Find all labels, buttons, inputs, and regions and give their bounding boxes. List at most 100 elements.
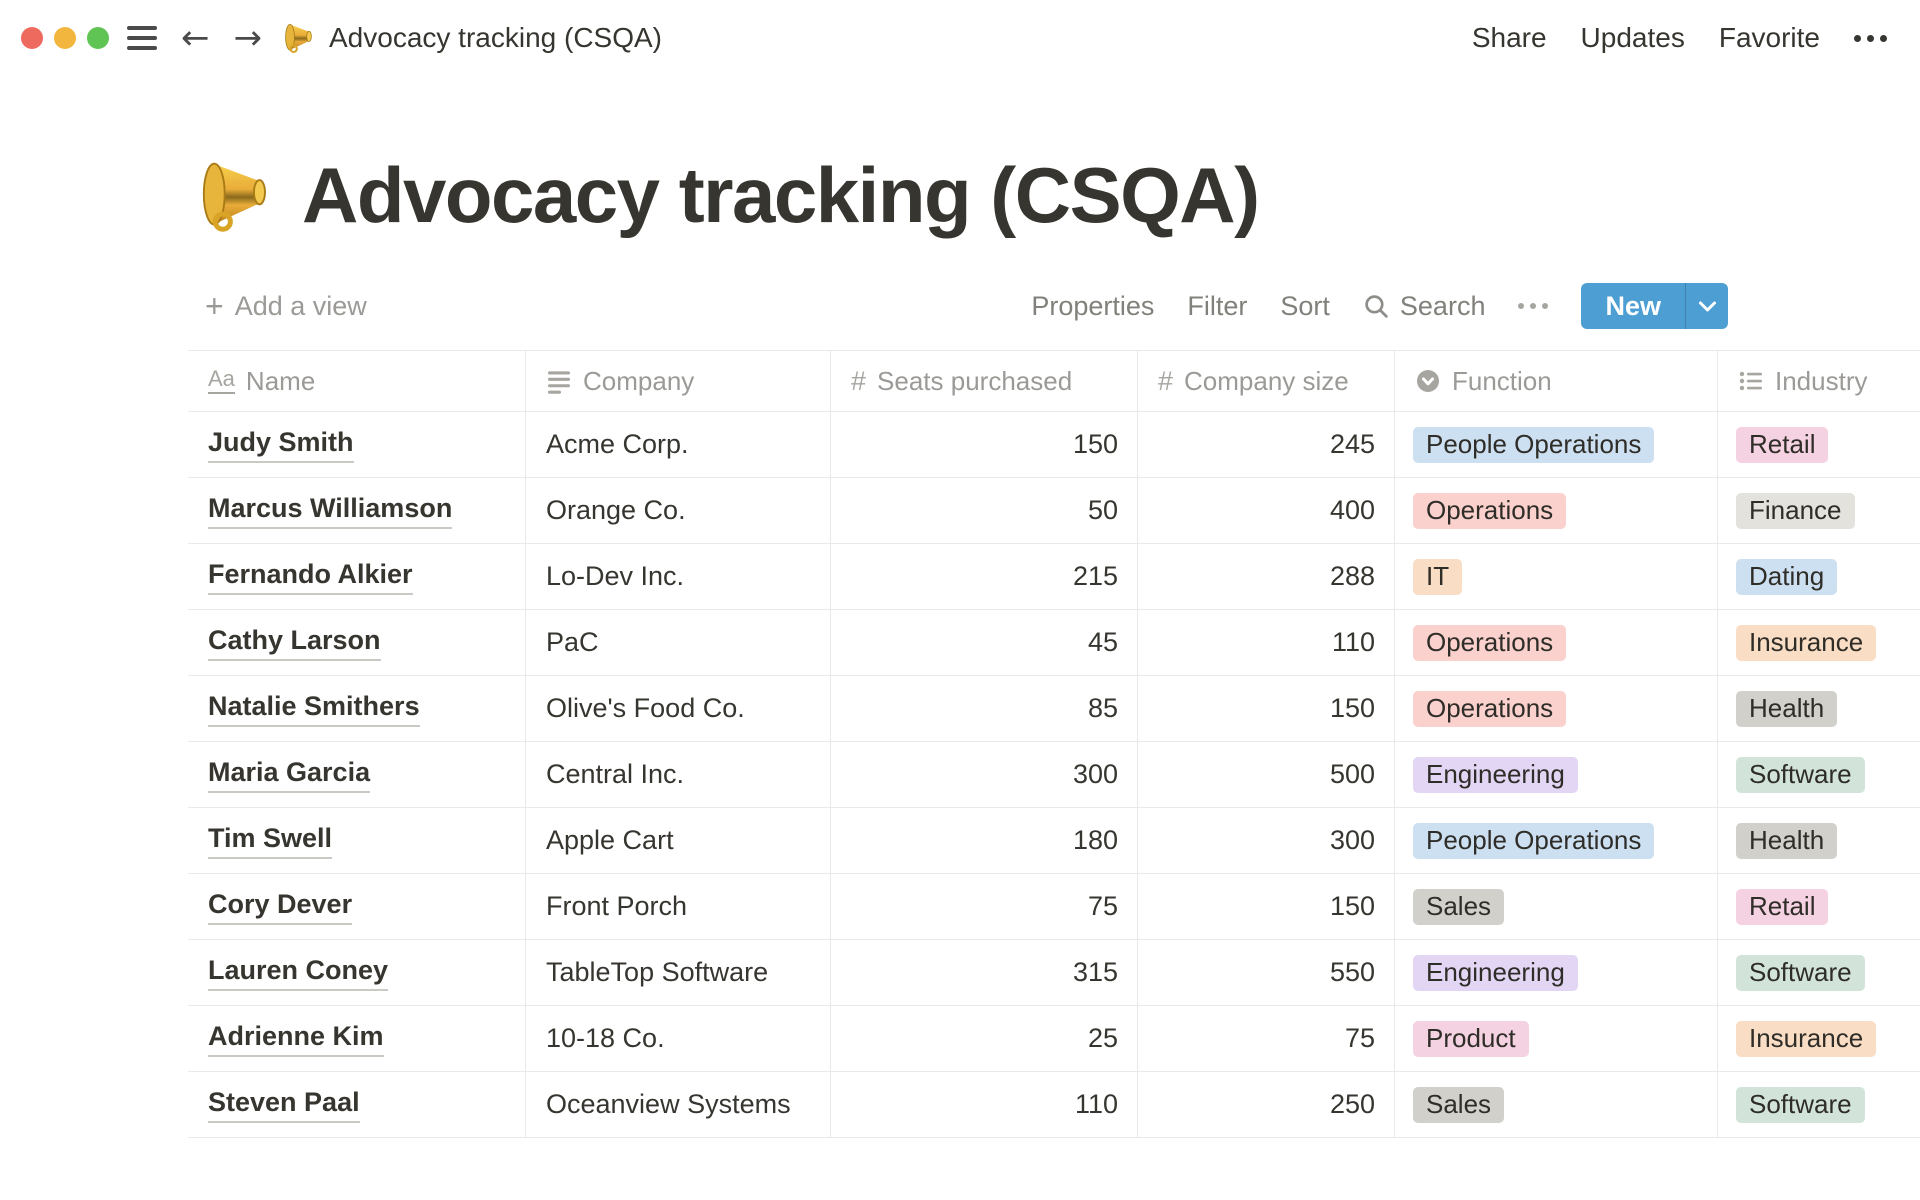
column-header-name[interactable]: Aa Name (188, 351, 526, 411)
column-header-seats-purchased[interactable]: # Seats purchased (831, 351, 1138, 411)
cell-industry[interactable]: Software (1718, 940, 1920, 1005)
cell-company[interactable]: Apple Cart (526, 808, 831, 873)
cell-industry[interactable]: Dating (1718, 544, 1920, 609)
record-link[interactable]: Tim Swell (208, 823, 333, 859)
filter-button[interactable]: Filter (1187, 290, 1248, 321)
cell-function[interactable]: People Operations (1395, 412, 1718, 477)
cell-function[interactable]: Sales (1395, 1072, 1718, 1137)
cell-seats[interactable]: 300 (831, 742, 1138, 807)
record-link[interactable]: Judy Smith (208, 427, 354, 463)
cell-seats[interactable]: 50 (831, 478, 1138, 543)
cell-seats[interactable]: 45 (831, 610, 1138, 675)
share-button[interactable]: Share (1471, 22, 1547, 53)
cell-company[interactable]: Olive's Food Co. (526, 676, 831, 741)
cell-company-size[interactable]: 550 (1138, 940, 1395, 1005)
cell-name[interactable]: Adrienne Kim (188, 1006, 526, 1071)
cell-company[interactable]: Central Inc. (526, 742, 831, 807)
cell-company[interactable]: Lo-Dev Inc. (526, 544, 831, 609)
record-link[interactable]: Fernando Alkier (208, 559, 413, 595)
cell-function[interactable]: Operations (1395, 610, 1718, 675)
cell-industry[interactable]: Retail (1718, 412, 1920, 477)
cell-industry[interactable]: Insurance (1718, 1006, 1920, 1071)
cell-seats[interactable]: 150 (831, 412, 1138, 477)
cell-function[interactable]: Operations (1395, 478, 1718, 543)
column-header-company[interactable]: Company (526, 351, 831, 411)
cell-company[interactable]: TableTop Software (526, 940, 831, 1005)
cell-seats[interactable]: 315 (831, 940, 1138, 1005)
column-header-company-size[interactable]: # Company size (1138, 351, 1395, 411)
zoom-window-button[interactable] (87, 27, 109, 49)
cell-function[interactable]: Operations (1395, 676, 1718, 741)
cell-seats[interactable]: 25 (831, 1006, 1138, 1071)
cell-seats[interactable]: 110 (831, 1072, 1138, 1137)
chevron-down-icon[interactable] (1686, 283, 1728, 329)
cell-function[interactable]: People Operations (1395, 808, 1718, 873)
column-header-industry[interactable]: Industry (1718, 351, 1920, 411)
cell-company-size[interactable]: 300 (1138, 808, 1395, 873)
minimize-window-button[interactable] (54, 27, 76, 49)
cell-company-size[interactable]: 250 (1138, 1072, 1395, 1137)
cell-name[interactable]: Maria Garcia (188, 742, 526, 807)
favorite-button[interactable]: Favorite (1718, 22, 1820, 53)
more-dots-icon[interactable] (1854, 34, 1887, 42)
record-link[interactable]: Lauren Coney (208, 955, 389, 991)
cell-company-size[interactable]: 400 (1138, 478, 1395, 543)
cell-company-size[interactable]: 75 (1138, 1006, 1395, 1071)
add-view-button[interactable]: + Add a view (205, 288, 367, 324)
view-more-dots-icon[interactable] (1518, 303, 1549, 309)
cell-industry[interactable]: Retail (1718, 874, 1920, 939)
cell-company-size[interactable]: 110 (1138, 610, 1395, 675)
cell-industry[interactable]: Insurance (1718, 610, 1920, 675)
cell-industry[interactable]: Health (1718, 676, 1920, 741)
cell-company[interactable]: Oceanview Systems (526, 1072, 831, 1137)
cell-company-size[interactable]: 288 (1138, 544, 1395, 609)
cell-name[interactable]: Steven Paal (188, 1072, 526, 1137)
cell-seats[interactable]: 75 (831, 874, 1138, 939)
close-window-button[interactable] (21, 27, 43, 49)
cell-company[interactable]: 10-18 Co. (526, 1006, 831, 1071)
cell-name[interactable]: Cathy Larson (188, 610, 526, 675)
record-link[interactable]: Steven Paal (208, 1087, 360, 1123)
cell-seats[interactable]: 180 (831, 808, 1138, 873)
cell-function[interactable]: Product (1395, 1006, 1718, 1071)
properties-button[interactable]: Properties (1031, 290, 1155, 321)
record-link[interactable]: Maria Garcia (208, 757, 371, 793)
cell-company[interactable]: Front Porch (526, 874, 831, 939)
cell-company-size[interactable]: 245 (1138, 412, 1395, 477)
record-link[interactable]: Cathy Larson (208, 625, 381, 661)
cell-company[interactable]: Acme Corp. (526, 412, 831, 477)
cell-company-size[interactable]: 500 (1138, 742, 1395, 807)
cell-seats[interactable]: 215 (831, 544, 1138, 609)
back-arrow-icon[interactable]: ← (181, 18, 210, 58)
cell-industry[interactable]: Finance (1718, 478, 1920, 543)
cell-name[interactable]: Natalie Smithers (188, 676, 526, 741)
new-record-button[interactable]: New (1581, 283, 1728, 329)
record-link[interactable]: Cory Dever (208, 889, 353, 925)
forward-arrow-icon[interactable]: → (233, 18, 263, 58)
cell-function[interactable]: Engineering (1395, 742, 1718, 807)
cell-industry[interactable]: Software (1718, 742, 1920, 807)
cell-function[interactable]: IT (1395, 544, 1718, 609)
cell-name[interactable]: Marcus Williamson (188, 478, 526, 543)
cell-industry[interactable]: Health (1718, 808, 1920, 873)
cell-industry[interactable]: Software (1718, 1072, 1920, 1137)
updates-button[interactable]: Updates (1580, 22, 1685, 53)
cell-name[interactable]: Judy Smith (188, 412, 526, 477)
cell-name[interactable]: Fernando Alkier (188, 544, 526, 609)
cell-company-size[interactable]: 150 (1138, 676, 1395, 741)
cell-name[interactable]: Lauren Coney (188, 940, 526, 1005)
search-button[interactable]: Search (1363, 291, 1485, 322)
column-header-function[interactable]: Function (1395, 351, 1718, 411)
hamburger-menu-icon[interactable] (127, 26, 157, 50)
record-link[interactable]: Adrienne Kim (208, 1021, 384, 1057)
cell-name[interactable]: Cory Dever (188, 874, 526, 939)
cell-company-size[interactable]: 150 (1138, 874, 1395, 939)
cell-company[interactable]: Orange Co. (526, 478, 831, 543)
cell-company[interactable]: PaC (526, 610, 831, 675)
record-link[interactable]: Marcus Williamson (208, 493, 453, 529)
cell-seats[interactable]: 85 (831, 676, 1138, 741)
breadcrumb[interactable]: Advocacy tracking (CSQA) (329, 22, 662, 53)
sort-button[interactable]: Sort (1280, 290, 1330, 321)
cell-function[interactable]: Engineering (1395, 940, 1718, 1005)
cell-name[interactable]: Tim Swell (188, 808, 526, 873)
